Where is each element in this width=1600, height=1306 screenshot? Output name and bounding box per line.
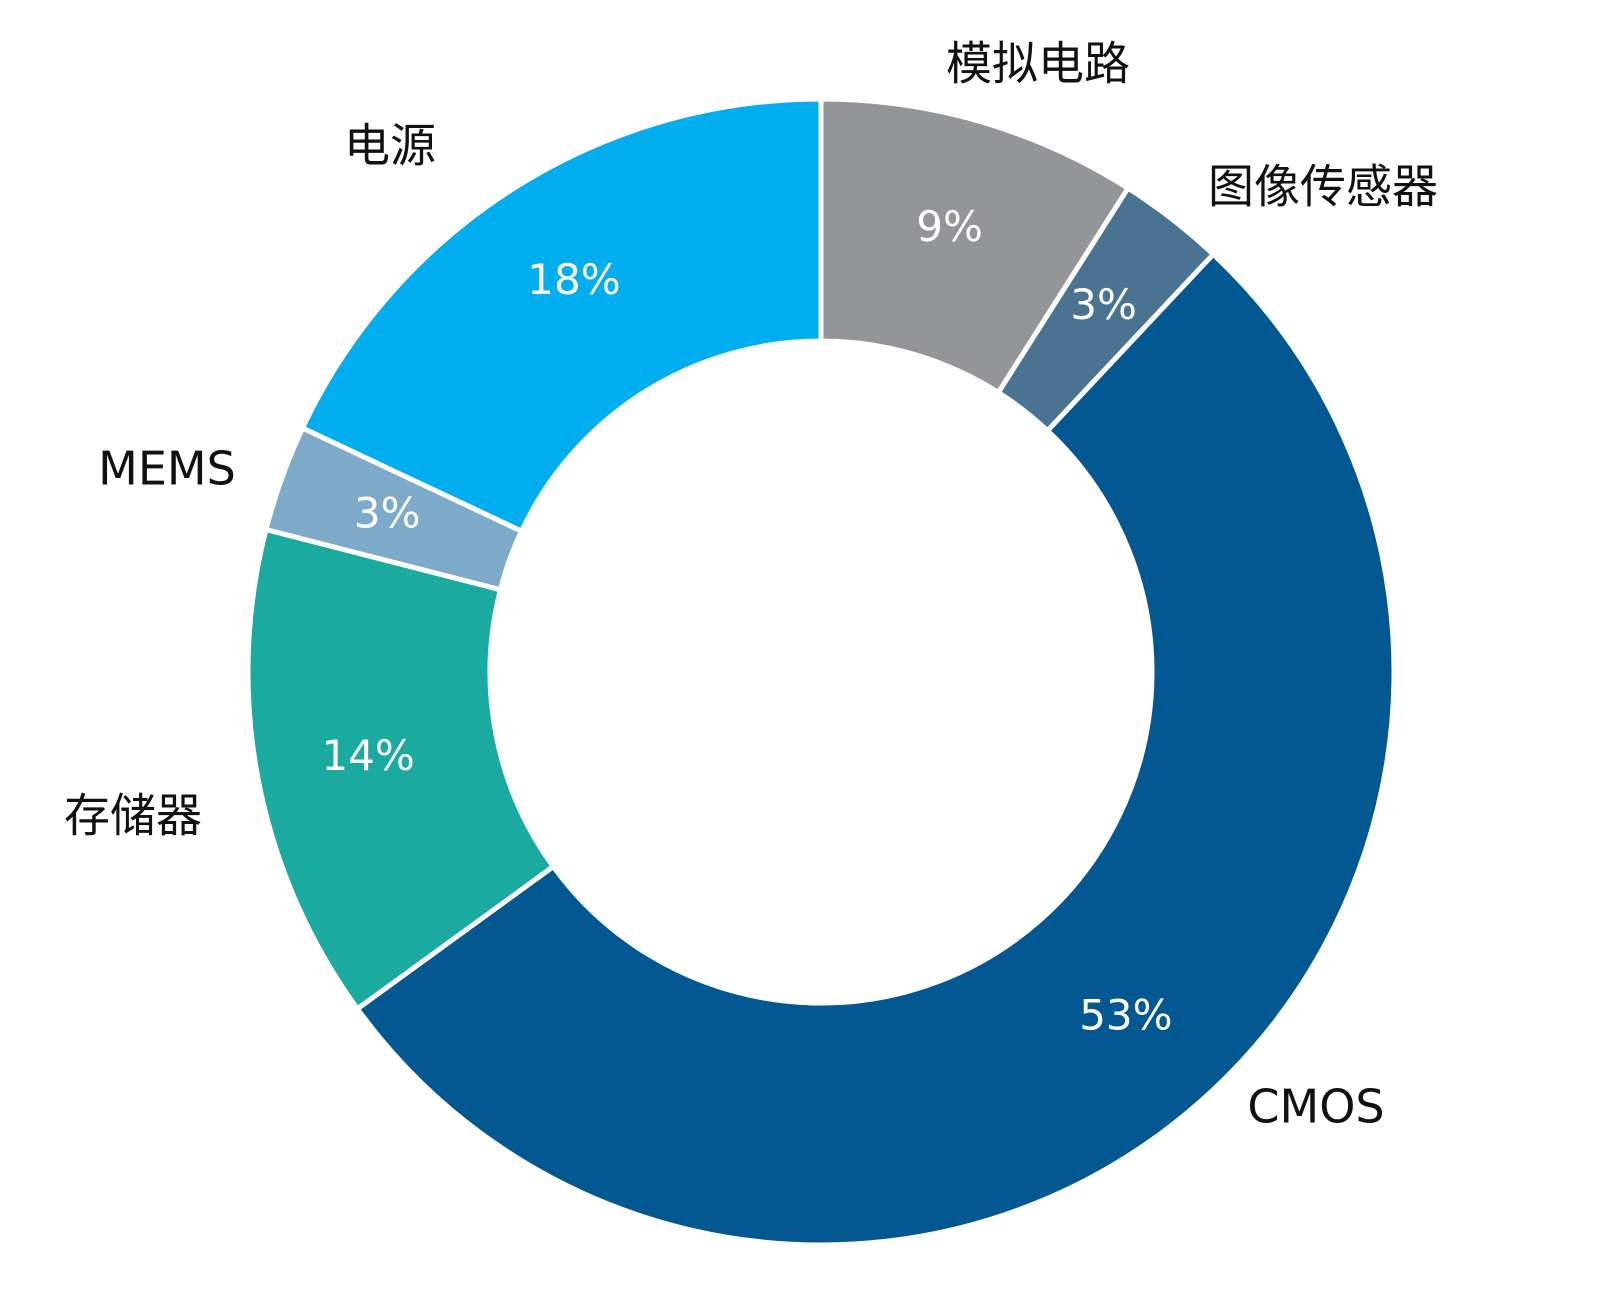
donut-segment [245, 526, 557, 1013]
category-label: CMOS [1247, 1080, 1384, 1134]
donut-segment [299, 96, 824, 535]
category-label: 模拟电路 [946, 37, 1130, 91]
value-label: 53% [1079, 990, 1172, 1039]
category-label: 存储器 [64, 789, 202, 843]
category-label: 图像传感器 [1208, 160, 1438, 214]
value-label: 3% [354, 488, 421, 537]
category-label: 电源 [344, 119, 436, 173]
donut-segment [353, 250, 1397, 1248]
value-label: 9% [916, 202, 983, 251]
value-label: 18% [527, 255, 620, 304]
category-label: MEMS [98, 442, 236, 496]
value-label: 14% [321, 731, 414, 780]
value-label: 3% [1070, 280, 1137, 329]
